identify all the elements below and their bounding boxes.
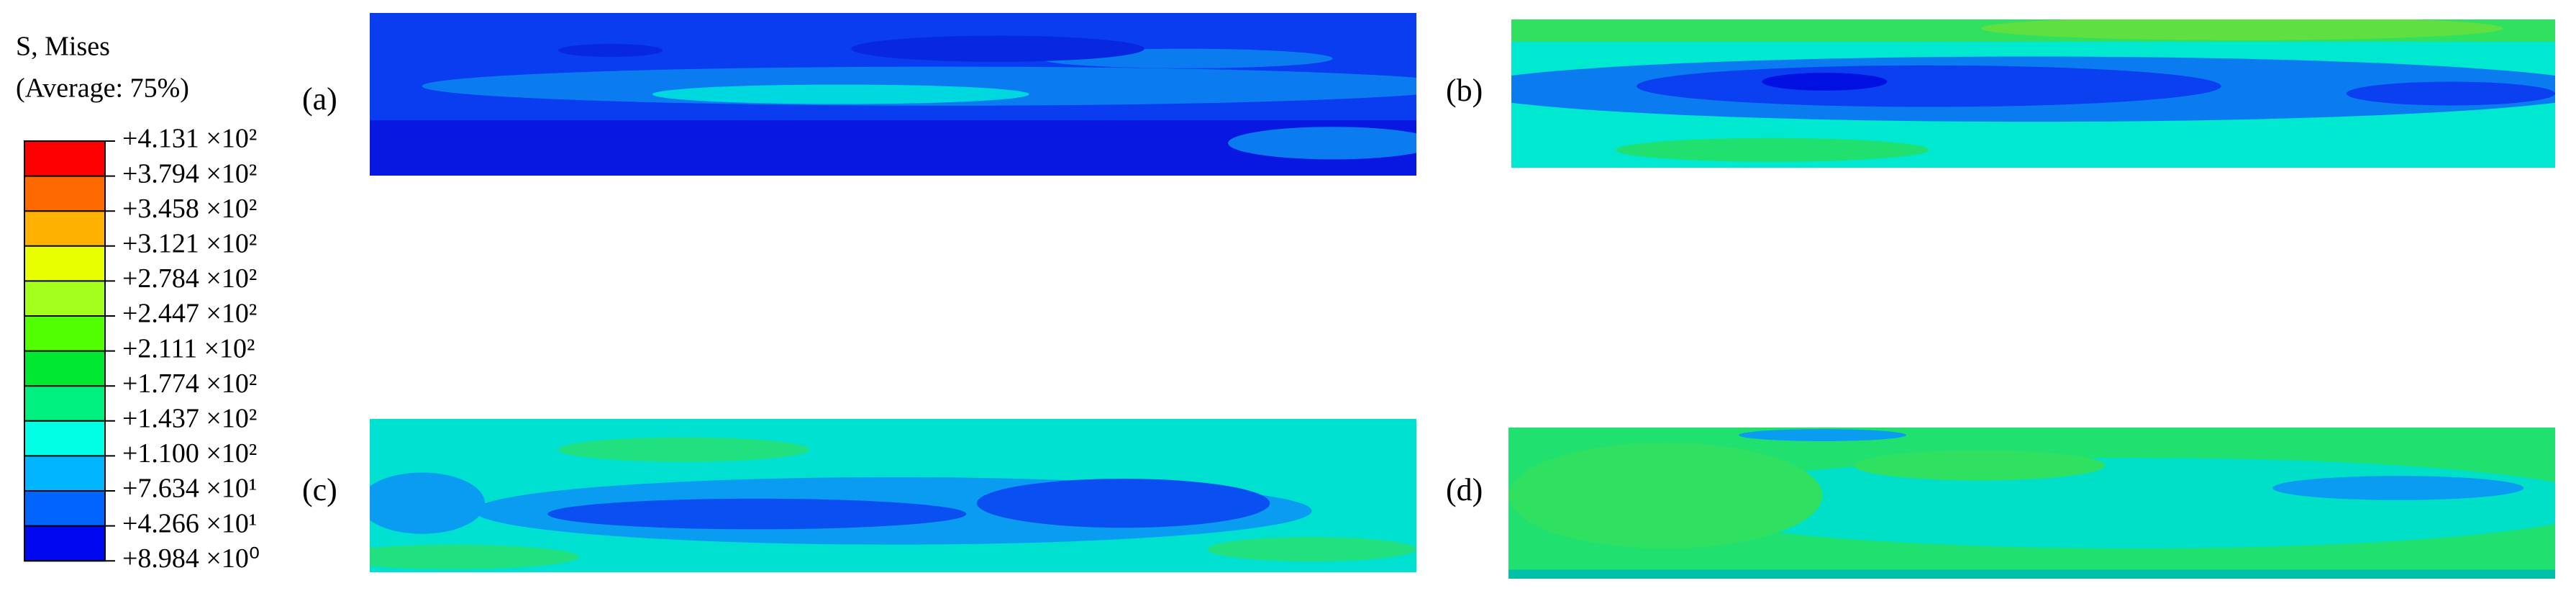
panel-label: (b) (1446, 73, 1483, 108)
legend-label: +7.634 ×10¹ (122, 474, 257, 504)
legend-label: +3.121 ×10² (122, 229, 257, 259)
color-swatch (24, 211, 105, 246)
contour-plot (1511, 19, 2555, 168)
legend-label: +8.984 ×10⁰ (122, 543, 260, 574)
color-swatch (24, 420, 105, 456)
contour-plot (370, 419, 1416, 572)
colorbar-border (24, 140, 106, 562)
legend-label: +2.447 ×10² (122, 299, 257, 329)
panel-label: (c) (302, 472, 337, 507)
color-swatch (24, 351, 105, 387)
legend-label: +4.131 ×10² (122, 124, 257, 154)
legend-label: +3.458 ×10² (122, 194, 257, 224)
color-swatch (24, 245, 105, 281)
panel-label: (a) (302, 81, 337, 117)
legend: +4.131 ×10² +3.794 ×10² +3.458 ×10² +3.121 … (24, 124, 260, 574)
color-swatch (24, 316, 105, 351)
legend-label: +1.774 ×10² (122, 369, 257, 399)
legend-subtitle: (Average: 75%) (16, 73, 189, 104)
legend-label: +1.437 ×10² (122, 404, 257, 434)
color-swatch (24, 141, 105, 176)
legend-label: +2.784 ×10² (122, 263, 257, 294)
color-swatch (24, 386, 105, 421)
panel-label: (d) (1446, 472, 1483, 507)
contour-plot (1508, 428, 2555, 579)
color-swatch (24, 176, 105, 212)
color-swatch (24, 491, 105, 526)
color-swatch (24, 525, 105, 561)
contour-plot (370, 13, 1416, 176)
color-swatch (24, 281, 105, 316)
legend-label: +1.100 ×10² (122, 438, 257, 469)
legend-label: +3.794 ×10² (122, 158, 257, 189)
legend-label: +2.111 ×10² (122, 333, 255, 363)
legend-title: S, Mises (16, 32, 110, 62)
legend-label: +4.266 ×10¹ (122, 508, 257, 538)
color-swatch (24, 456, 105, 491)
